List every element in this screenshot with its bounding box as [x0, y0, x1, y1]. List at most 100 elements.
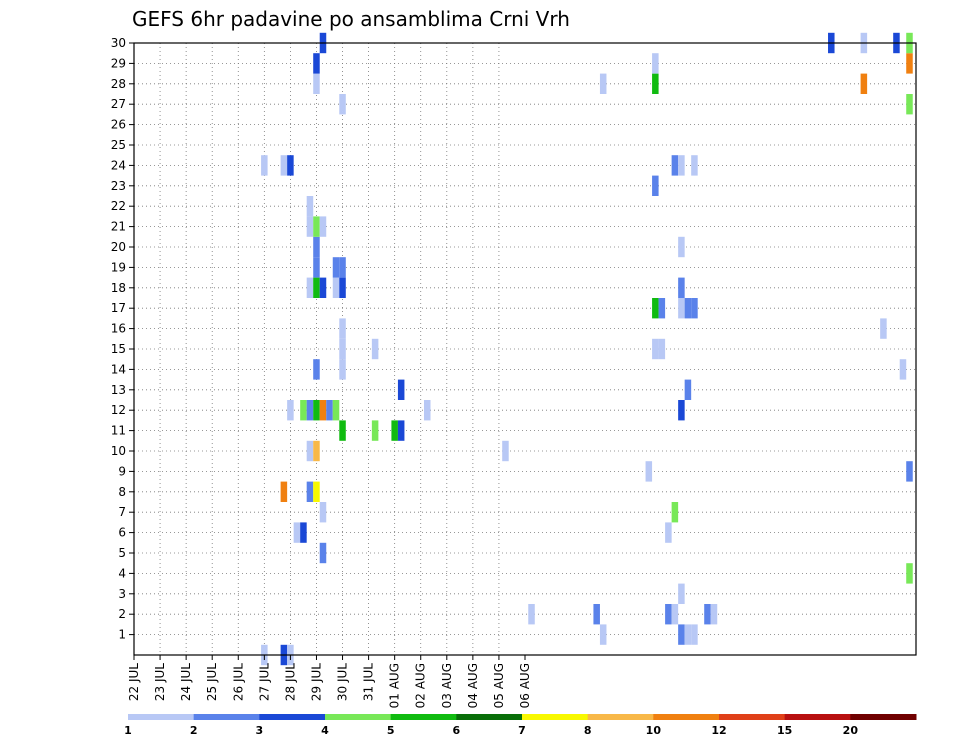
y-tick-label: 6	[118, 526, 126, 540]
heatmap-cell	[678, 277, 685, 298]
heatmap-cell	[332, 277, 340, 298]
heatmap-cell	[313, 236, 320, 258]
heatmap-cell	[704, 604, 711, 625]
x-tick-label: 28 JUL	[283, 663, 297, 701]
heatmap-cell	[397, 420, 405, 441]
heatmap-cell	[306, 400, 314, 421]
heatmap-cell	[339, 277, 346, 298]
heatmap-cell	[423, 400, 431, 421]
heatmap-cell	[339, 94, 346, 115]
heatmap-cell	[906, 461, 913, 482]
y-tick-label: 17	[111, 301, 126, 315]
y-tick-label: 22	[111, 199, 126, 213]
y-tick-label: 3	[118, 587, 126, 601]
heatmap-cell	[645, 461, 653, 482]
heatmap-cell	[906, 94, 913, 115]
y-tick-label: 14	[111, 362, 126, 376]
x-tick-label: 23 JUL	[153, 663, 167, 701]
heatmap-cell	[906, 563, 913, 584]
heatmap-cell	[300, 522, 307, 543]
heatmap-cell	[658, 338, 666, 360]
legend-label: 1	[124, 724, 132, 737]
heatmap-cell	[899, 359, 907, 380]
heatmap-cell	[306, 277, 314, 298]
heatmap-cell	[599, 624, 607, 645]
legend-label: 20	[843, 724, 859, 737]
legend-swatch	[193, 714, 260, 720]
heatmap-cell	[332, 400, 340, 421]
y-tick-label: 28	[111, 77, 126, 91]
heatmap-cell	[280, 155, 288, 176]
heatmap-cell	[261, 155, 268, 176]
y-tick-label: 30	[111, 36, 126, 50]
heatmap-cell	[658, 298, 666, 319]
legend-swatch	[784, 714, 851, 720]
heatmap-cell	[339, 318, 346, 339]
legend-label: 15	[777, 724, 792, 737]
y-tick-label: 25	[111, 138, 126, 152]
heatmap-cell	[671, 155, 679, 176]
heatmap-cell	[678, 624, 685, 645]
heatmap-cell	[678, 400, 685, 421]
heatmap-cell	[599, 73, 607, 94]
heatmap-cell	[391, 420, 398, 441]
heatmap-cell	[671, 604, 679, 625]
heatmap-cell	[313, 257, 320, 278]
heatmap-cell	[339, 359, 346, 380]
y-tick-label: 2	[118, 607, 126, 621]
x-tick-label: 05 AUG	[492, 663, 506, 708]
heatmap-cell	[671, 502, 679, 523]
heatmap-cell	[906, 53, 913, 74]
legend-swatch	[325, 714, 392, 720]
heatmap-cell	[306, 196, 314, 217]
color-legend: 1 2 3 4 5 6 7 8 10 12 15 20	[124, 714, 917, 737]
heatmap-cell	[339, 420, 346, 441]
legend-swatch	[850, 714, 917, 720]
x-tick-label: 31 JUL	[362, 663, 376, 701]
y-tick-label: 11	[111, 424, 126, 438]
legend-swatch	[128, 714, 195, 720]
y-tick-label: 10	[111, 444, 126, 458]
heatmap-cell	[313, 277, 320, 298]
heatmap-cell	[293, 522, 301, 543]
heatmap-cell	[300, 400, 307, 421]
y-tick-label: 5	[118, 546, 126, 560]
heatmap-cell	[319, 502, 327, 523]
heatmap-cell	[528, 604, 535, 625]
heatmap-cell	[678, 155, 685, 176]
legend-swatch	[522, 714, 589, 720]
x-tick-label: 04 AUG	[466, 663, 480, 708]
heatmap-cells	[261, 32, 913, 666]
legend-label: 2	[190, 724, 198, 737]
heatmap-cell	[652, 73, 659, 94]
heatmap-cell	[652, 298, 659, 319]
heatmap-cell	[665, 604, 672, 625]
x-tick-label: 27 JUL	[257, 663, 271, 701]
y-tick-label: 16	[111, 322, 126, 336]
y-tick-label: 23	[111, 179, 126, 193]
x-tick-label: 22 JUL	[127, 663, 141, 701]
y-tick-label: 12	[111, 403, 126, 417]
heatmap-cell	[313, 440, 320, 462]
x-tick-label: 02 AUG	[414, 663, 428, 708]
heatmap-cell	[684, 298, 692, 319]
x-tick-label: 30 JUL	[336, 663, 350, 701]
heatmap-cell	[287, 400, 294, 421]
y-tick-label: 19	[111, 260, 126, 274]
y-tick-label: 15	[111, 342, 126, 356]
x-tick-label: 26 JUL	[231, 663, 245, 701]
y-axis-ticks: 1234567891011121314151617181920212223242…	[111, 36, 134, 642]
y-tick-label: 8	[118, 485, 126, 499]
heatmap-cell	[306, 481, 314, 502]
legend-swatch	[390, 714, 457, 720]
heatmap-cell	[684, 624, 692, 645]
y-tick-label: 21	[111, 220, 126, 234]
y-tick-label: 1	[118, 628, 126, 642]
heatmap-cell	[287, 155, 294, 176]
heatmap-cell	[319, 216, 327, 237]
heatmap-cell	[652, 53, 659, 74]
heatmap-cell	[306, 440, 314, 462]
y-tick-label: 18	[111, 281, 126, 295]
x-tick-label: 25 JUL	[205, 663, 219, 701]
heatmap-cell	[313, 73, 320, 94]
